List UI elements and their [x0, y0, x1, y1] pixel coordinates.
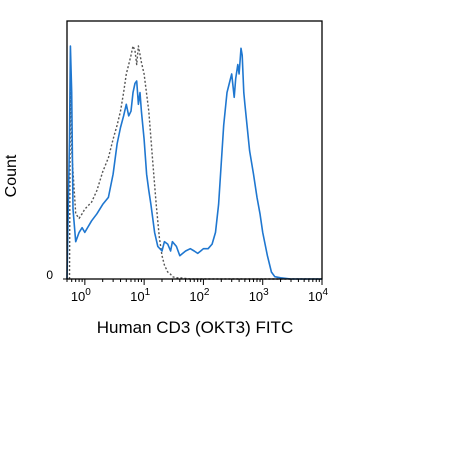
x-tick-base: 10 — [249, 289, 263, 304]
x-tick-base: 10 — [308, 289, 322, 304]
x-tick-base: 10 — [189, 289, 203, 304]
y-axis-title: Count — [3, 154, 20, 198]
x-tick-exponent: 0 — [85, 287, 91, 298]
x-tick-exponent: 2 — [204, 287, 210, 298]
x-tick-base: 10 — [130, 289, 144, 304]
x-tick-base: 10 — [71, 289, 85, 304]
x-tick-exponent: 1 — [145, 287, 151, 298]
control-histogram-line — [68, 45, 322, 280]
x-tick-label: 100 — [71, 287, 91, 304]
plot-marks — [66, 45, 322, 280]
x-axis-title: Human CD3 (OKT3) FITC — [96, 318, 294, 337]
x-tick-label: 103 — [249, 287, 269, 304]
x-tick-exponent: 4 — [322, 287, 328, 298]
x-tick-label: 104 — [308, 287, 328, 304]
x-tick-label: 101 — [130, 287, 150, 304]
stained-histogram-line — [66, 45, 322, 280]
x-tick-exponent: 3 — [263, 287, 269, 298]
y-tick-label: 0 — [46, 268, 53, 282]
x-tick-label: 102 — [189, 287, 209, 304]
plot-frame — [66, 20, 323, 280]
